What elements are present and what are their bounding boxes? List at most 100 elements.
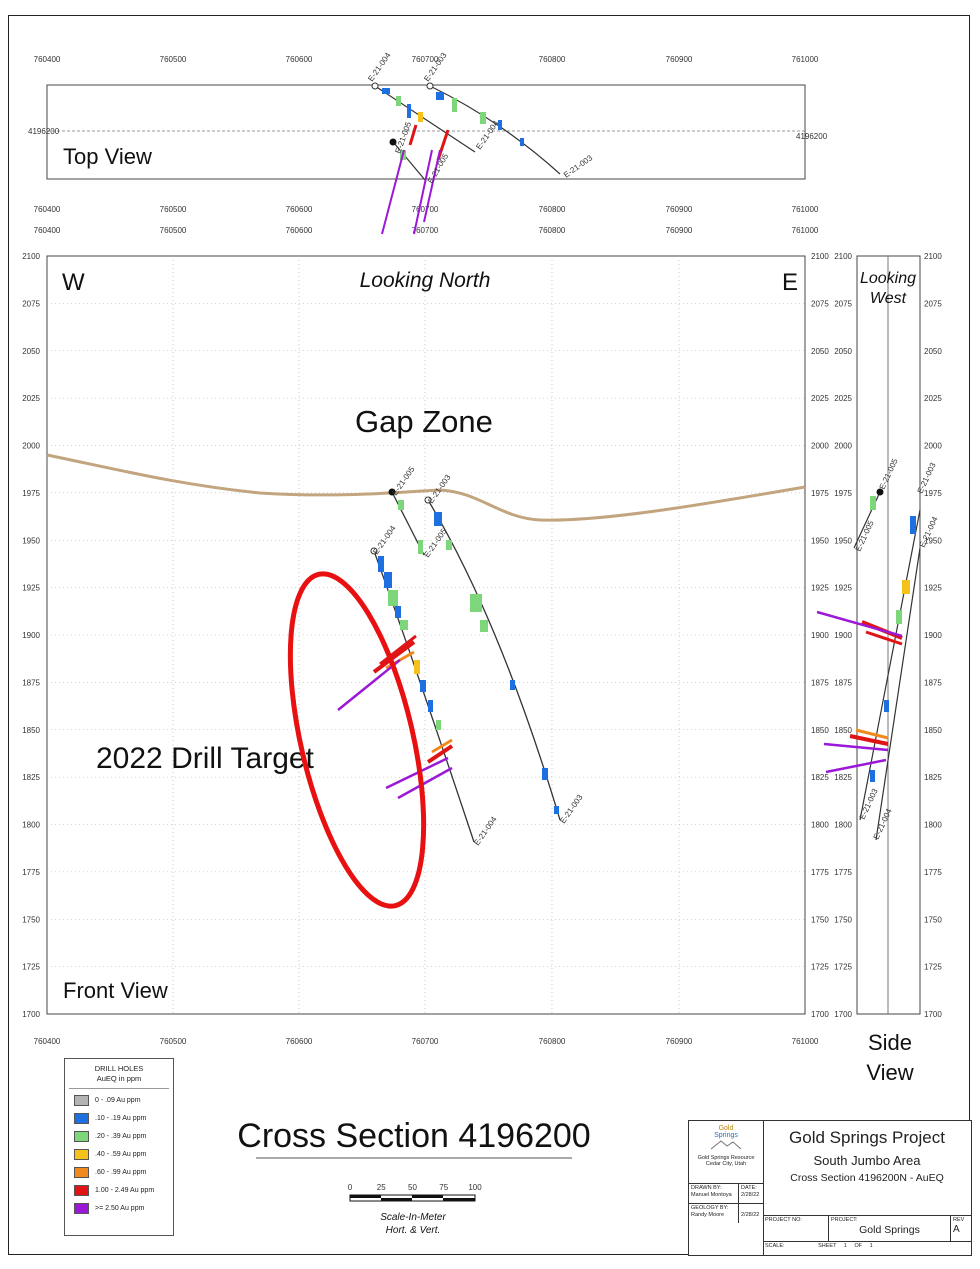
legend-item: .60 - .99 Au ppm <box>74 1165 173 1179</box>
legend-swatch <box>74 1184 89 1196</box>
side-y-tick-left: 1950 <box>834 536 852 545</box>
company-name: Gold Springs Resource <box>697 1155 755 1161</box>
front-x-tick-upper: 760400 <box>34 226 61 235</box>
collar-e21004 <box>370 547 378 555</box>
front-y-tick-right: 1925 <box>811 584 829 593</box>
top-purple-intercept-2 <box>413 149 433 235</box>
front-y-tick-right: 1825 <box>811 773 829 782</box>
front-x-tick-bottom: 760500 <box>160 1037 187 1046</box>
rev-cell: REV A <box>951 1215 971 1241</box>
project-cell: PROJECT: Gold Springs <box>829 1215 951 1241</box>
top-x-tick-lower: 760400 <box>34 205 61 214</box>
front-x-tick-bottom: 760600 <box>286 1037 313 1046</box>
side-trace-e21004 <box>875 547 921 841</box>
legend-swatch <box>74 1166 89 1178</box>
legend-label: 0 - .09 Au ppm <box>95 1096 141 1104</box>
topography-line <box>46 453 806 522</box>
legend-label: >= 2.50 Au ppm <box>95 1204 145 1212</box>
side-y-tick-left: 2025 <box>834 394 852 403</box>
legend-label: .60 - .99 Au ppm <box>95 1168 147 1176</box>
top-x-tick: 760400 <box>34 55 61 64</box>
looking-west-label-1: Looking <box>860 270 916 287</box>
front-y-tick-left: 1900 <box>22 631 40 640</box>
top-view-label: Top View <box>63 144 152 169</box>
top-trace-e21005 <box>393 142 426 181</box>
top-x-tick-lower: 760900 <box>666 205 693 214</box>
top-x-tick: 760900 <box>666 55 693 64</box>
company-city: Cedar City, Utah <box>705 1161 747 1167</box>
side-y-tick-left: 1725 <box>834 963 852 972</box>
front-y-ticks-right: 2100 2075 2050 2025 2000 1975 1950 1925 1900 1875… <box>811 252 829 1019</box>
top-view-x-ticks-upper: 760400 760500 760600 760700 760800 760900 7610… <box>34 55 819 64</box>
collar-e21005 <box>388 488 396 496</box>
front-y-tick-right: 1900 <box>811 631 829 640</box>
front-y-tick-right: 2050 <box>811 347 829 356</box>
legend-swatch <box>74 1130 89 1142</box>
project-label: PROJECT: <box>831 1217 858 1223</box>
side-y-ticks-left: 2100 2075 2050 2025 2000 1975 1950 1925 1900 1875… <box>834 252 852 1019</box>
side-trace-e21003 <box>859 509 921 821</box>
drill-target-ellipse <box>287 571 427 909</box>
date-1: 2/28/22 <box>741 1192 760 1198</box>
scale-tick: 25 <box>377 1183 386 1192</box>
side-y-tick-left: 1925 <box>834 584 852 593</box>
northing-label-right: 4196200 <box>796 132 828 141</box>
side-y-tick-left: 1975 <box>834 489 852 498</box>
legend-label: .40 - .59 Au ppm <box>95 1150 147 1158</box>
rev-value: A <box>953 1224 960 1235</box>
front-y-tick-left: 1750 <box>22 915 40 924</box>
legend-item: .20 - .39 Au ppm <box>74 1129 173 1143</box>
legend-swatch <box>74 1112 89 1124</box>
front-y-tick-right: 1850 <box>811 726 829 735</box>
side-y-tick-right: 1975 <box>924 489 942 498</box>
legend-item: .10 - .19 Au ppm <box>74 1111 173 1125</box>
title-block-company: Gold Springs Gold Springs Resource Cedar… <box>689 1121 764 1255</box>
top-x-tick: 760700 <box>412 55 439 64</box>
front-y-ticks-left: 2100 2075 2050 2025 2000 1975 1950 1925 1900 1875… <box>22 252 40 1019</box>
scale-tick: 75 <box>439 1183 448 1192</box>
front-x-ticks-bottom: 760400 760500 760600 760700 760800 760900 7610… <box>34 1037 819 1046</box>
top-x-tick: 760500 <box>160 55 187 64</box>
top-view-x-ticks-lower: 760400 760500 760600 760700 760800 760900 7610… <box>34 205 819 214</box>
legend-label: .10 - .19 Au ppm <box>95 1114 147 1122</box>
east-label: E <box>782 269 798 296</box>
front-y-tick-left: 1775 <box>22 868 40 877</box>
top-x-tick-lower: 761000 <box>792 205 819 214</box>
side-y-tick-right: 1750 <box>924 915 942 924</box>
side-y-tick-left: 1750 <box>834 915 852 924</box>
scale-caption-2: Hort. & Vert. <box>386 1225 441 1236</box>
geology-by: Randy Moore <box>691 1212 725 1218</box>
front-y-tick-left: 1975 <box>22 489 40 498</box>
legend-title-1: DRILL HOLES <box>94 1064 144 1073</box>
geology-by-label: GEOLOGY BY: <box>691 1205 729 1211</box>
sheet-label: SHEET <box>818 1243 837 1249</box>
collar-e21003 <box>424 496 432 504</box>
front-y-tick-left: 1850 <box>22 726 40 735</box>
looking-west-label-2: West <box>870 290 907 307</box>
top-x-tick: 760600 <box>286 55 313 64</box>
top-x-tick-lower: 760500 <box>160 205 187 214</box>
top-x-tick: 760800 <box>539 55 566 64</box>
front-y-tick-left: 2100 <box>22 252 40 261</box>
scale-bar: 0 25 50 75 100 Scale-In-Meter Hort. & Vert. <box>348 1183 482 1236</box>
side-y-tick-left: 2075 <box>834 299 852 308</box>
front-y-tick-right: 2025 <box>811 394 829 403</box>
side-y-tick-right: 2075 <box>924 299 942 308</box>
scale-tick: 50 <box>408 1183 417 1192</box>
top-view-frame <box>46 84 806 180</box>
side-y-tick-right: 1775 <box>924 868 942 877</box>
logo-text-1: Gold <box>718 1125 734 1132</box>
collar-e21004-top <box>371 82 379 90</box>
side-y-tick-right: 1825 <box>924 773 942 782</box>
front-x-tick-upper: 761000 <box>792 226 819 235</box>
section-title: Cross Section 4196200 <box>237 1117 590 1155</box>
legend-label: 1.00 - 2.49 Au ppm <box>95 1186 155 1194</box>
front-x-tick-bottom: 761000 <box>792 1037 819 1046</box>
front-y-tick-left: 1725 <box>22 963 40 972</box>
front-x-tick-upper: 760700 <box>412 226 439 235</box>
side-y-tick-left: 1850 <box>834 726 852 735</box>
side-y-tick-left: 2100 <box>834 252 852 261</box>
project-name: Gold Springs <box>859 1224 920 1236</box>
project-section: Cross Section 4196200N - AuEQ <box>790 1172 944 1184</box>
